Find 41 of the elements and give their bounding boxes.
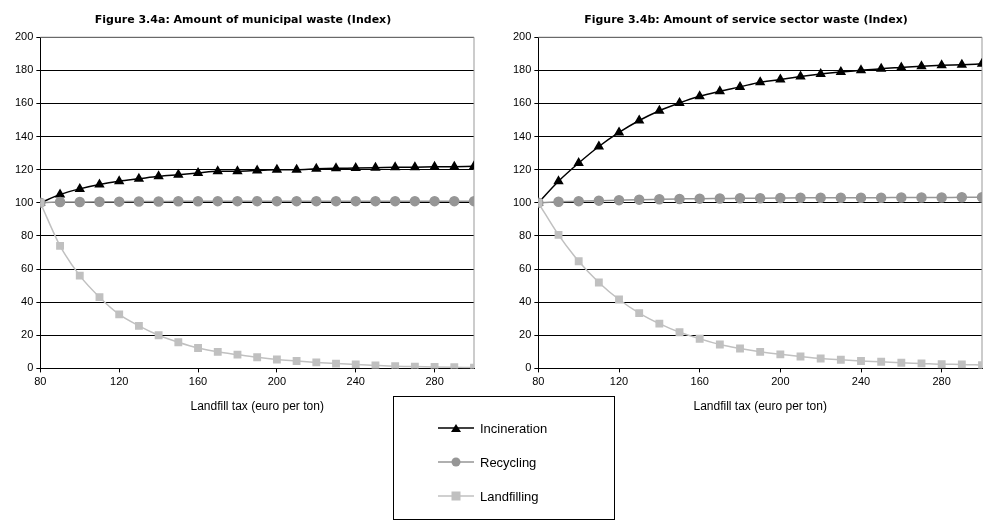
chart-title: Figure 3.4a: Amount of municipal waste (Index) xyxy=(94,13,392,27)
y-tick-label: 40 xyxy=(21,295,34,308)
y-tick-label: 0 xyxy=(525,361,532,374)
y-tick-label: 40 xyxy=(519,295,532,308)
y-tick-label: 20 xyxy=(21,328,34,341)
y-tick-label: 60 xyxy=(519,262,532,275)
x-tick-label: 80 xyxy=(34,375,47,388)
x-axis-title: Landfill tax (euro per ton) xyxy=(693,399,827,414)
x-tick-label: 160 xyxy=(188,375,208,388)
legend-label: Landfilling xyxy=(480,488,539,504)
y-tick-label: 100 xyxy=(512,195,532,208)
x-tick-label: 200 xyxy=(771,375,790,388)
y-tick-label: 120 xyxy=(14,162,34,175)
x-tick-label: 280 xyxy=(932,375,951,388)
y-tick-label: 200 xyxy=(14,30,34,43)
y-tick-label: 200 xyxy=(512,30,532,43)
x-tick-label: 240 xyxy=(851,375,871,388)
x-tick-label: 120 xyxy=(110,375,129,388)
x-tick-label: 120 xyxy=(609,375,629,388)
y-tick-label: 180 xyxy=(14,63,34,76)
y-tick-label: 140 xyxy=(512,129,532,142)
y-tick-label: 100 xyxy=(14,195,34,208)
x-tick-label: 200 xyxy=(267,375,287,388)
y-tick-label: 20 xyxy=(519,328,532,341)
x-tick-label: 280 xyxy=(425,375,444,388)
y-tick-label: 60 xyxy=(21,262,34,275)
y-tick-label: 160 xyxy=(512,96,532,109)
legend-label: Recycling xyxy=(480,454,537,470)
y-tick-label: 140 xyxy=(14,129,34,142)
chart-title: Figure 3.4b: Amount of service sector waste (Index) xyxy=(584,13,908,27)
legend-label: Incineration xyxy=(480,420,548,436)
y-tick-label: 160 xyxy=(14,96,34,109)
x-tick-label: 160 xyxy=(690,375,709,388)
x-tick-label: 80 xyxy=(532,375,545,388)
y-tick-label: 80 xyxy=(519,228,532,241)
y-tick-label: 0 xyxy=(27,361,34,374)
y-tick-label: 180 xyxy=(512,63,532,76)
x-axis-title: Landfill tax (euro per ton) xyxy=(190,399,324,414)
x-tick-label: 240 xyxy=(346,375,365,388)
y-tick-label: 80 xyxy=(21,228,34,241)
y-tick-label: 120 xyxy=(512,162,532,175)
